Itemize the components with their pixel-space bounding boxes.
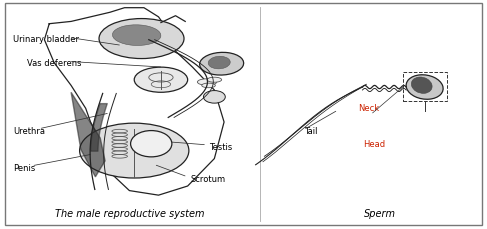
Ellipse shape (197, 79, 217, 86)
Ellipse shape (79, 124, 189, 178)
Ellipse shape (134, 68, 187, 93)
Text: The male reproductive system: The male reproductive system (55, 208, 204, 218)
Ellipse shape (131, 131, 172, 157)
Text: Neck: Neck (358, 103, 379, 112)
Text: Scrotum: Scrotum (190, 174, 225, 183)
Ellipse shape (202, 84, 215, 88)
Text: Head: Head (364, 139, 386, 148)
Ellipse shape (112, 26, 161, 46)
Ellipse shape (208, 57, 230, 70)
Text: Tail: Tail (304, 126, 318, 135)
Polygon shape (71, 93, 105, 177)
Ellipse shape (207, 78, 222, 83)
Ellipse shape (412, 78, 432, 94)
Ellipse shape (99, 19, 184, 59)
Ellipse shape (406, 75, 443, 100)
Text: Penis: Penis (13, 163, 35, 172)
Text: Sperm: Sperm (363, 208, 395, 218)
Bar (403, 73, 447, 102)
Text: Vas deferens: Vas deferens (27, 59, 82, 68)
Ellipse shape (200, 53, 244, 76)
Text: Urinary bladder: Urinary bladder (13, 35, 79, 44)
Ellipse shape (204, 91, 225, 104)
Text: Urethra: Urethra (13, 126, 45, 135)
Text: Testis: Testis (209, 142, 233, 151)
